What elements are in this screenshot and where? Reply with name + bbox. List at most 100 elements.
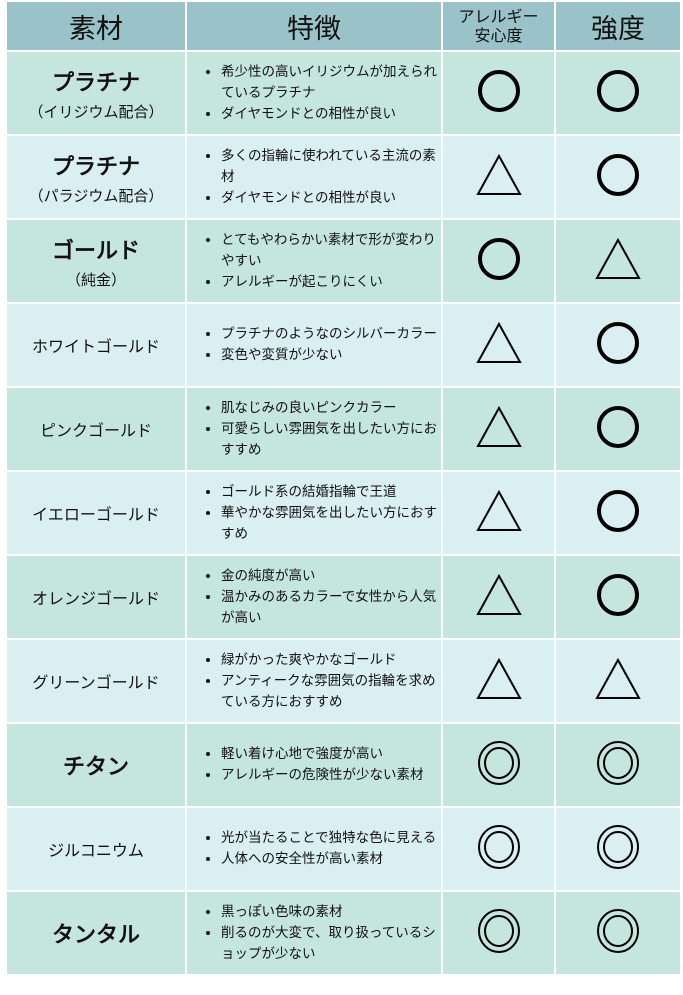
table-row: タンタル 黒っぽい色味の素材削るのが大変で、取り扱っているショップが少ない (7, 892, 680, 974)
material-name: ゴールド (51, 238, 140, 264)
material-subtitle: （イリジウム配合） (28, 102, 164, 121)
material-subtitle: （パラジウム配合） (28, 186, 164, 205)
triangle-icon (475, 489, 523, 537)
feature-item: 肌なじみの良いピンクカラー (221, 398, 441, 419)
material-name: オレンジゴールド (31, 589, 160, 608)
allergy-rating-cell (443, 136, 554, 218)
feature-item: アレルギーが起こりにくい (221, 272, 441, 293)
features-cell: 多くの指輪に使われている主流の素材ダイヤモンドとの相性が良い (187, 136, 441, 218)
material-cell: ホワイトゴールド (7, 304, 185, 386)
circle-icon (595, 152, 641, 202)
allergy-rating-cell (443, 220, 554, 302)
header-material: 素材 (7, 2, 185, 50)
table-row: プラチナ （パラジウム配合） 多くの指輪に使われている主流の素材ダイヤモンドとの相… (7, 136, 680, 218)
features-cell: 肌なじみの良いピンクカラー可愛らしい雰囲気を出したい方におすすめ (187, 388, 441, 470)
strength-rating-cell (556, 388, 680, 470)
table-row: プラチナ （イリジウム配合） 希少性の高いイリジウムが加えられているプラチナダイヤ… (7, 52, 680, 134)
feature-item: 華やかな雰囲気を出したい方におすすめ (221, 503, 441, 545)
material-cell: グリーンゴールド (7, 640, 185, 722)
table-row: イエローゴールド ゴールド系の結婚指輪で王道華やかな雰囲気を出したい方におすすめ (7, 472, 680, 554)
circle-icon (595, 488, 641, 538)
material-subtitle: （純金） (65, 270, 126, 289)
circle-icon (595, 320, 641, 370)
material-name: プラチナ (51, 70, 140, 96)
features-cell: 金の純度が高い温かみのあるカラーで女性から人気が高い (187, 556, 441, 638)
features-cell: 黒っぽい色味の素材削るのが大変で、取り扱っているショップが少ない (187, 892, 441, 974)
material-name: タンタル (51, 923, 140, 948)
strength-rating-cell (556, 892, 680, 974)
table-row: ゴールド （純金） とてもやわらかい素材で形が変わりやすいアレルギーが起こりにくい (7, 220, 680, 302)
material-cell: オレンジゴールド (7, 556, 185, 638)
features-cell: 希少性の高いイリジウムが加えられているプラチナダイヤモンドとの相性が良い (187, 52, 441, 134)
feature-item: ゴールド系の結婚指輪で王道 (221, 482, 441, 503)
strength-rating-cell (556, 136, 680, 218)
material-cell: ピンクゴールド (7, 388, 185, 470)
feature-item: ダイヤモンドとの相性が良い (221, 104, 441, 125)
material-name: イエローゴールド (32, 505, 160, 524)
triangle-icon (594, 657, 642, 705)
header-features: 特徴 (187, 2, 441, 50)
feature-item: 軽い着け心地で強度が高い (221, 744, 441, 765)
feature-item: ダイヤモンドとの相性が良い (221, 188, 441, 209)
allergy-rating-cell (443, 472, 554, 554)
features-cell: 光が当たることで独特な色に見える人体への安全性が高い素材 (187, 808, 441, 890)
feature-item: とてもやわらかい素材で形が変わりやすい (221, 230, 441, 272)
feature-item: アンティークな雰囲気の指輪を求めている方におすすめ (221, 671, 441, 713)
header-allergy-line1: アレルギー (458, 7, 539, 26)
allergy-rating-cell (443, 556, 554, 638)
triangle-icon (475, 321, 523, 369)
allergy-rating-cell (443, 388, 554, 470)
circle-icon (595, 572, 641, 622)
material-cell: タンタル (7, 892, 185, 974)
header-strength: 強度 (556, 2, 680, 50)
feature-item: 緑がかった爽やかなゴールド (221, 650, 441, 671)
strength-rating-cell (556, 556, 680, 638)
material-cell: プラチナ （パラジウム配合） (7, 136, 185, 218)
material-cell: ジルコニウム (7, 808, 185, 890)
features-cell: ゴールド系の結婚指輪で王道華やかな雰囲気を出したい方におすすめ (187, 472, 441, 554)
table-row: ジルコニウム 光が当たることで独特な色に見える人体への安全性が高い素材 (7, 808, 680, 890)
strength-rating-cell (556, 640, 680, 722)
circle-icon (476, 68, 522, 118)
double-circle-icon (476, 823, 522, 875)
feature-item: プラチナのようなのシルバーカラー (221, 324, 441, 345)
allergy-rating-cell (443, 52, 554, 134)
allergy-rating-cell (443, 724, 554, 806)
material-cell: ゴールド （純金） (7, 220, 185, 302)
table-row: オレンジゴールド 金の純度が高い温かみのあるカラーで女性から人気が高い (7, 556, 680, 638)
circle-icon (595, 68, 641, 118)
triangle-icon (594, 237, 642, 285)
feature-item: 金の純度が高い (221, 566, 441, 587)
double-circle-icon (595, 739, 641, 791)
features-cell: とてもやわらかい素材で形が変わりやすいアレルギーが起こりにくい (187, 220, 441, 302)
material-name: ホワイトゴールド (31, 337, 160, 356)
table-row: チタン 軽い着け心地で強度が高いアレルギーの危険性が少ない素材 (7, 724, 680, 806)
triangle-icon (475, 573, 523, 621)
strength-rating-cell (556, 808, 680, 890)
circle-icon (476, 236, 522, 286)
strength-rating-cell (556, 52, 680, 134)
double-circle-icon (595, 823, 641, 875)
double-circle-icon (476, 739, 522, 791)
feature-item: 変色や変質が少ない (221, 345, 441, 366)
feature-item: アレルギーの危険性が少ない素材 (221, 765, 441, 786)
strength-rating-cell (556, 724, 680, 806)
material-name: プラチナ (51, 154, 140, 180)
feature-item: 希少性の高いイリジウムが加えられているプラチナ (221, 62, 441, 104)
material-name: ピンクゴールド (39, 421, 152, 440)
allergy-rating-cell (443, 640, 554, 722)
header-row: 素材 特徴 アレルギー 安心度 強度 (7, 2, 680, 50)
material-cell: プラチナ （イリジウム配合） (7, 52, 185, 134)
material-cell: チタン (7, 724, 185, 806)
allergy-rating-cell (443, 808, 554, 890)
material-name: チタン (62, 755, 129, 780)
feature-item: 人体への安全性が高い素材 (221, 849, 441, 870)
table-row: ホワイトゴールド プラチナのようなのシルバーカラー変色や変質が少ない (7, 304, 680, 386)
material-name: ジルコニウム (48, 841, 144, 860)
feature-item: 多くの指輪に使われている主流の素材 (221, 146, 441, 188)
allergy-rating-cell (443, 304, 554, 386)
triangle-icon (475, 657, 523, 705)
triangle-icon (475, 153, 523, 201)
